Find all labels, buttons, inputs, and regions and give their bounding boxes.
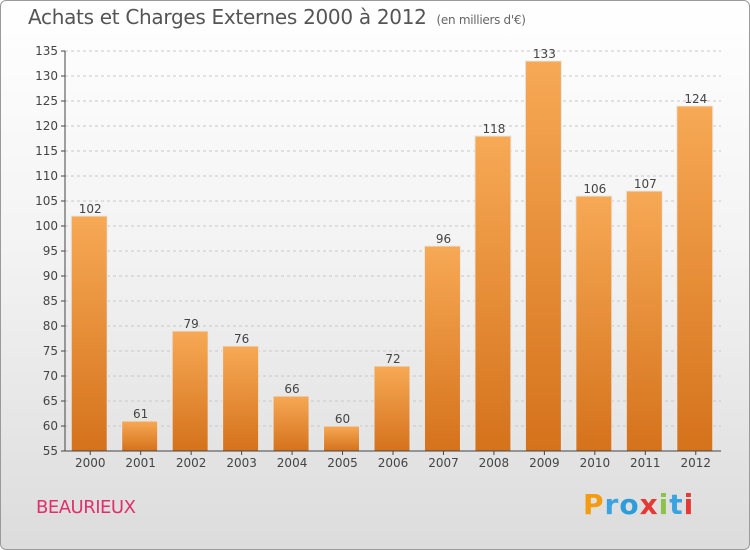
x-tick-label: 2012 (680, 456, 711, 470)
x-tick-label: 2002 (176, 456, 207, 470)
x-tick-label: 2008 (479, 456, 510, 470)
bar-value-label: 66 (284, 382, 299, 396)
y-tick-label: 125 (35, 94, 58, 108)
bar (575, 195, 613, 452)
bar-value-label: 106 (583, 182, 606, 196)
bar (222, 345, 260, 452)
y-tick-label: 115 (35, 144, 58, 158)
y-tick-label: 60 (43, 419, 58, 433)
x-tick-label: 2010 (580, 456, 611, 470)
chart-subtitle: (en milliers d'€) (436, 13, 526, 27)
bar-value-label: 96 (436, 232, 451, 246)
bars: 102 61 79 76 66 60 72 96 118 133 106 107 124 (70, 47, 714, 452)
logo-letter: o (619, 488, 640, 521)
x-tick-label: 2006 (378, 456, 409, 470)
bar (474, 135, 512, 452)
bar (171, 330, 209, 452)
bar-value-label: 107 (634, 177, 657, 191)
y-tick-label: 70 (43, 369, 58, 383)
bar (524, 60, 562, 452)
y-tick-label: 120 (35, 119, 58, 133)
y-tick-label: 85 (43, 294, 58, 308)
logo-letter: r (604, 488, 620, 521)
x-tick-label: 2005 (327, 456, 358, 470)
chart-title: Achats et Charges Externes 2000 à 2012 (e… (28, 5, 526, 29)
bar (272, 395, 310, 452)
bar (373, 365, 411, 452)
commune-name: BEAURIEUX (36, 497, 136, 518)
bar (121, 420, 159, 452)
y-tick-label: 135 (35, 44, 58, 58)
y-tick-label: 75 (43, 344, 58, 358)
y-tick-label: 65 (43, 394, 58, 408)
y-tick-label: 95 (43, 244, 58, 258)
bar-value-label: 133 (533, 47, 556, 61)
x-tick-label: 2011 (630, 456, 661, 470)
logo-letter: i (683, 488, 695, 521)
bar-value-label: 118 (482, 122, 505, 136)
x-tick-label: 2000 (75, 456, 106, 470)
bar-value-label: 102 (79, 202, 102, 216)
bar (423, 245, 461, 452)
y-tick-label: 90 (43, 269, 58, 283)
x-tick-label: 2004 (277, 456, 308, 470)
x-tick-label: 2007 (428, 456, 459, 470)
logo-letter: t (669, 488, 684, 521)
axes: 55 60 65 70 75 80 85 90 95 100 105 110 115 120 125 130 1… (35, 44, 721, 470)
bar-value-label: 72 (385, 352, 400, 366)
y-tick-label: 110 (35, 169, 58, 183)
bar (625, 190, 663, 452)
logo-letter: P (583, 488, 605, 521)
bar-value-label: 79 (184, 317, 199, 331)
bar (323, 425, 361, 452)
bar-value-label: 60 (335, 412, 350, 426)
bar (676, 105, 714, 452)
logo-letter: i (658, 488, 670, 521)
y-tick-label: 80 (43, 319, 58, 333)
y-tick-label: 130 (35, 69, 58, 83)
bar-value-label: 61 (133, 407, 148, 421)
bar-value-label: 124 (684, 92, 707, 106)
y-tick-label: 105 (35, 194, 58, 208)
x-tick-label: 2001 (125, 456, 156, 470)
x-tick-label: 2003 (226, 456, 257, 470)
bar-value-label: 76 (234, 332, 249, 346)
logo-letter: x (639, 488, 659, 521)
proxiti-logo[interactable]: Proxiti (583, 488, 694, 521)
chart-title-text: Achats et Charges Externes 2000 à 2012 (28, 5, 427, 29)
bar (70, 215, 108, 452)
y-tick-label: 55 (43, 444, 58, 458)
x-tick-label: 2009 (529, 456, 560, 470)
y-tick-label: 100 (35, 219, 58, 233)
